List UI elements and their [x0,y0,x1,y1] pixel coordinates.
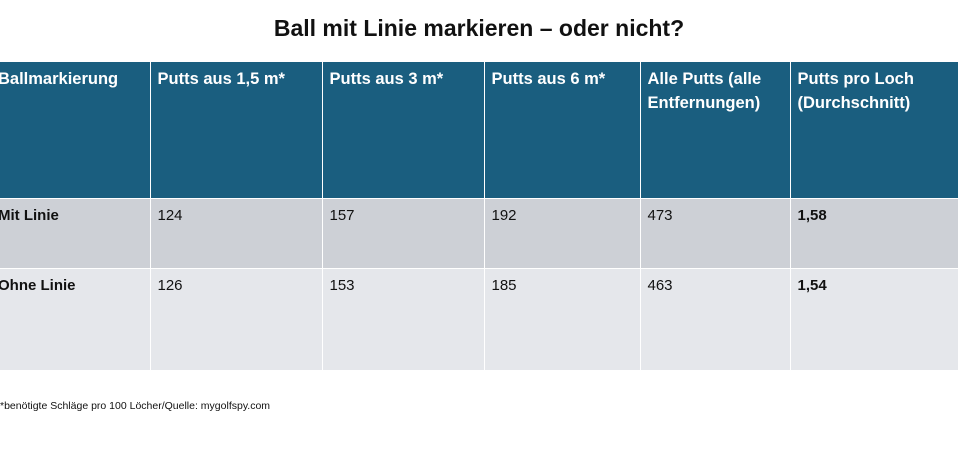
column-header-alle-putts: Alle Putts (alle Entfernungen) [639,62,790,198]
column-header-putts-6m: Putts aus 6 m* [483,62,640,198]
table-cell: 192 [483,197,640,268]
table-row: Ohne Linie 126 153 185 463 1,54 [0,267,958,370]
column-header-putts-3m: Putts aus 3 m* [321,62,484,198]
table-cell: 463 [639,267,790,370]
table-cell: 473 [639,197,790,268]
row-label-ohne-linie: Ohne Linie [0,267,150,370]
source-footnote: *benötigte Schläge pro 100 Löcher/Quelle… [0,400,271,412]
table-cell: 124 [149,197,322,268]
table-cell: 157 [321,197,484,268]
comparison-table: Ballmarkierung Putts aus 1,5 m* Putts au… [0,62,958,370]
table-cell-average: 1,54 [789,267,958,370]
table-row: Mit Linie 124 157 192 473 1,58 [0,197,958,268]
table-cell: 126 [149,267,322,370]
table-header-row: Ballmarkierung Putts aus 1,5 m* Putts au… [0,62,958,198]
column-header-putts-1-5m: Putts aus 1,5 m* [149,62,322,198]
column-header-ballmarkierung: Ballmarkierung [0,62,150,198]
page-title: Ball mit Linie markieren – oder nicht? [273,15,685,41]
row-label-mit-linie: Mit Linie [0,197,150,268]
column-header-putts-pro-loch: Putts pro Loch (Durchschnitt) [789,62,958,198]
table-cell-average: 1,58 [789,197,958,268]
table-cell: 185 [483,267,640,370]
table-cell: 153 [321,267,484,370]
